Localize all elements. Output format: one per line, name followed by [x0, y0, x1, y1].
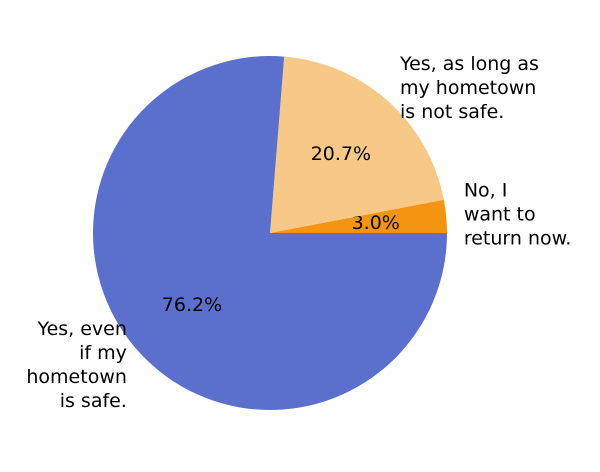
pie-slice-0 [270, 199, 447, 233]
slice-category-label-line: is not safe. [400, 101, 504, 123]
slice-category-label-line: Yes, as long as [399, 53, 539, 75]
slice-category-label-line: No, I [464, 180, 508, 202]
slice-category-label-line: return now. [464, 228, 572, 250]
pie-slice-2 [93, 56, 447, 411]
slice-percent-label-1: 20.7% [311, 143, 371, 165]
slice-percent-label-2: 76.2% [162, 294, 222, 316]
slice-category-label-line: my hometown [400, 77, 536, 99]
slice-category-label-1: Yes, as long as my hometown is not safe. [399, 53, 539, 123]
slice-category-label-line: hometown [26, 366, 127, 388]
slice-category-label-line: if my [79, 342, 127, 364]
slice-category-label-line: is safe. [60, 390, 127, 412]
slice-category-label-line: want to [464, 204, 536, 226]
slice-percent-label-0: 3.0% [352, 212, 400, 234]
slice-category-label-2: Yes, even if my hometown is safe. [26, 318, 127, 412]
pie-slice-1 [270, 56, 444, 233]
slice-category-label-line: Yes, even [36, 318, 126, 340]
